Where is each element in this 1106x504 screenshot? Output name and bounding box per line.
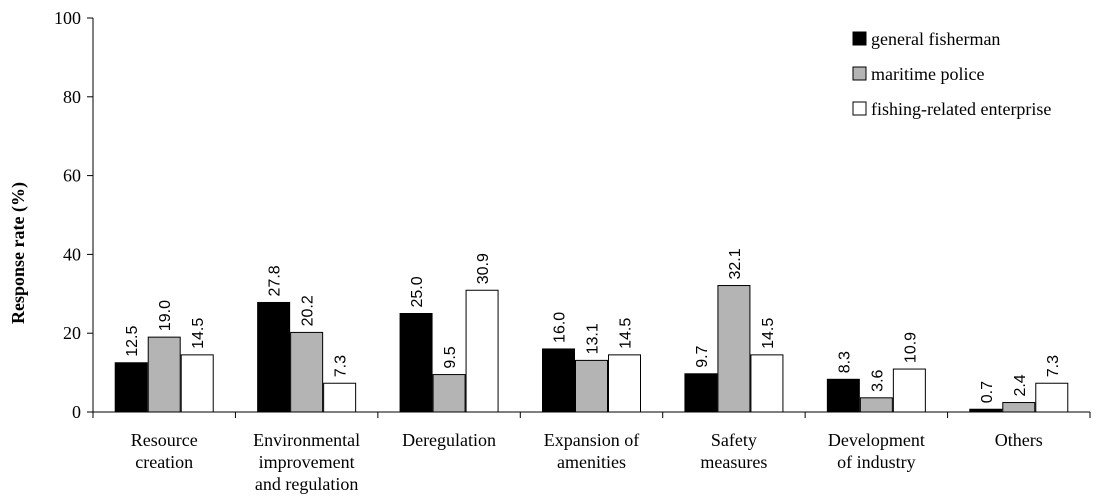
value-label: 8.3 [836, 351, 853, 373]
bar [114, 362, 148, 413]
legend-swatch [852, 31, 867, 46]
bar [542, 348, 575, 413]
value-label: 19.0 [157, 300, 174, 331]
x-category-label: Expansion of [544, 430, 639, 450]
y-tick-label: 60 [63, 166, 81, 186]
bar [892, 368, 926, 413]
legend-swatch [852, 66, 867, 81]
legend-swatch [852, 101, 867, 116]
bar [859, 397, 893, 413]
bar [1035, 382, 1069, 413]
bars: 12.5 19.0 14.5 27.8 20.2 7.3 25.0 9.5 30.9 16.0 13… [114, 248, 1069, 413]
y-tick-label: 100 [54, 8, 81, 28]
x-category-label: measures [700, 452, 767, 472]
y-tick-label: 40 [63, 244, 81, 264]
bar [750, 354, 784, 413]
x-category-label: creation [135, 452, 193, 472]
x-category-label: Development [828, 430, 925, 450]
x-category-label: improvement [259, 452, 355, 472]
value-label: 9.7 [694, 345, 711, 367]
value-label: 7.3 [333, 355, 350, 377]
x-category-label: amenities [557, 452, 626, 472]
value-label: 25.0 [409, 276, 426, 307]
y-axis-title: Response rate (%) [8, 182, 29, 324]
bar [465, 289, 499, 413]
legend-entry-label: maritime police [871, 64, 984, 84]
bar [147, 336, 181, 413]
value-label: 10.9 [902, 332, 919, 363]
x-category-label: Environmental [253, 430, 360, 450]
value-label: 20.2 [300, 295, 317, 326]
bar [432, 374, 466, 413]
x-category-label: of industry [837, 452, 916, 472]
value-label: 0.7 [979, 381, 996, 403]
value-label: 7.3 [1045, 355, 1062, 377]
bar [1002, 402, 1036, 413]
value-label: 13.1 [585, 323, 602, 354]
y-tick-label: 0 [72, 402, 81, 422]
x-category-label: Safety [711, 430, 757, 450]
value-label: 12.5 [124, 326, 141, 357]
bar [399, 313, 433, 413]
value-label: 27.8 [267, 265, 284, 296]
x-category-label: Resource [131, 430, 198, 450]
value-label: 9.5 [442, 346, 459, 368]
legend-entry-label: general fisherman [871, 29, 1000, 49]
y-tick-label: 80 [63, 87, 81, 107]
bar [575, 359, 608, 413]
bar [826, 378, 860, 413]
value-label: 14.5 [760, 318, 777, 349]
value-label: 16.0 [552, 312, 569, 343]
bar [290, 331, 324, 413]
bar [323, 382, 357, 413]
value-label: 2.4 [1012, 374, 1029, 396]
legend: general fisherman maritime police fishing-… [852, 29, 1051, 119]
value-label: 14.5 [190, 318, 207, 349]
bar [969, 408, 1003, 413]
bar [180, 354, 214, 413]
bar [684, 373, 718, 413]
value-label: 32.1 [727, 248, 744, 279]
value-label: 3.6 [869, 369, 886, 391]
x-category-label: Others [995, 430, 1043, 450]
legend-entry-label: fishing-related enterprise [871, 99, 1051, 119]
x-category-label: and regulation [255, 474, 358, 494]
x-category-label: Deregulation [402, 430, 496, 450]
bar [608, 354, 641, 413]
bar [717, 285, 751, 413]
value-label: 30.9 [475, 253, 492, 284]
bar [257, 301, 291, 413]
y-tick-label: 20 [63, 323, 81, 343]
value-label: 14.5 [618, 318, 635, 349]
